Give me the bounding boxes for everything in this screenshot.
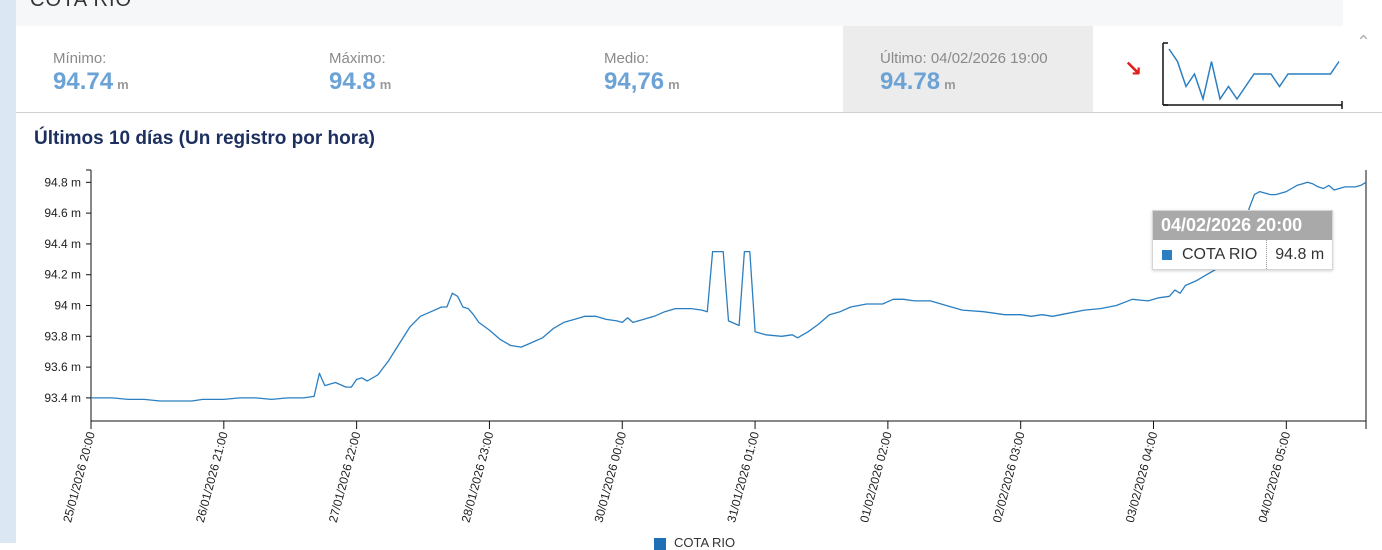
stat-max-value: 94.8	[329, 68, 376, 95]
stat-max-unit: m	[379, 77, 392, 92]
chart-tooltip: 04/02/2026 20:00 COTA RIO 94.8 m	[1152, 210, 1334, 270]
legend-swatch	[654, 538, 666, 550]
sparkline-line	[1168, 48, 1340, 102]
tooltip-value: 94.8 m	[1275, 245, 1325, 263]
trend-down-arrow-icon: ↘	[1124, 56, 1143, 81]
stat-avg: Medio: 94,76 m	[567, 26, 843, 112]
x-tick-label: 28/01/2026 23:00	[459, 430, 497, 524]
stat-avg-value-row: 94,76 m	[604, 68, 680, 96]
tooltip-row: COTA RIO 94.8 m	[1153, 240, 1332, 269]
stat-last-value-row: 94.78 m	[880, 68, 956, 96]
chart-title: Últimos 10 días (Un registro por hora)	[34, 128, 375, 149]
y-tick-label: 94.6 m	[44, 206, 81, 220]
stat-avg-unit: m	[668, 77, 680, 92]
stats-bar: Mínimo: 94.74 m Máximo: 94.8 m Medio: 94,7…	[16, 26, 1382, 113]
x-tick-label: 01/02/2026 02:00	[857, 430, 895, 524]
left-rail	[0, 0, 16, 543]
stat-avg-label: Medio:	[604, 50, 650, 67]
x-tick-label: 04/02/2026 05:00	[1256, 430, 1294, 524]
x-tick-label: 03/02/2026 04:00	[1123, 430, 1161, 524]
x-tick-label: 25/01/2026 20:00	[60, 430, 98, 524]
section-header: COTA RIO	[16, 0, 1343, 26]
stat-min-value: 94.74	[53, 68, 114, 95]
stat-avg-value: 94,76	[604, 68, 665, 95]
stat-max: Máximo: 94.8 m	[292, 26, 568, 112]
collapse-chevron-up-icon[interactable]: ⌃	[1356, 32, 1372, 52]
stat-last-unit: m	[944, 77, 956, 92]
stat-last: Último: 04/02/2026 19:00 94.78 m	[843, 26, 1093, 112]
y-tick-label: 93.6 m	[44, 360, 81, 374]
stat-last-value: 94.78	[880, 68, 941, 95]
sparkline	[1162, 42, 1343, 109]
y-tick-label: 93.4 m	[44, 391, 81, 405]
y-tick-label: 94.2 m	[44, 268, 81, 282]
y-tick-label: 94.8 m	[44, 175, 81, 189]
y-tick-label: 94.4 m	[44, 237, 81, 251]
level-chart: 93.4 m 93.6 m 93.8 m 94 m 94.2 m 94.4 m 94.6 m…	[44, 169, 1367, 524]
stat-min-unit: m	[117, 77, 129, 92]
y-tick-label: 94 m	[54, 299, 81, 313]
x-tick-label: 30/01/2026 00:00	[591, 430, 629, 524]
section-title: COTA RIO	[30, 0, 133, 11]
tooltip-series-name: COTA RIO	[1182, 240, 1268, 269]
y-tick-label: 93.8 m	[44, 329, 81, 343]
tooltip-title: 04/02/2026 20:00	[1153, 211, 1333, 240]
x-tick-label: 02/02/2026 03:00	[990, 430, 1028, 524]
stat-min-value-row: 94.74 m	[53, 68, 129, 96]
stat-max-value-row: 94.8 m	[329, 68, 391, 96]
x-tick-label: 27/01/2026 22:00	[326, 430, 364, 524]
tooltip-series-swatch	[1162, 249, 1172, 260]
stat-max-label: Máximo:	[329, 50, 386, 67]
x-tick-label: 26/01/2026 21:00	[193, 430, 231, 524]
stat-last-label: Último: 04/02/2026 19:00	[880, 50, 1048, 67]
stat-min-label: Mínimo:	[53, 50, 107, 67]
x-tick-label: 31/01/2026 01:00	[724, 430, 762, 524]
stat-min: Mínimo: 94.74 m	[16, 26, 292, 112]
